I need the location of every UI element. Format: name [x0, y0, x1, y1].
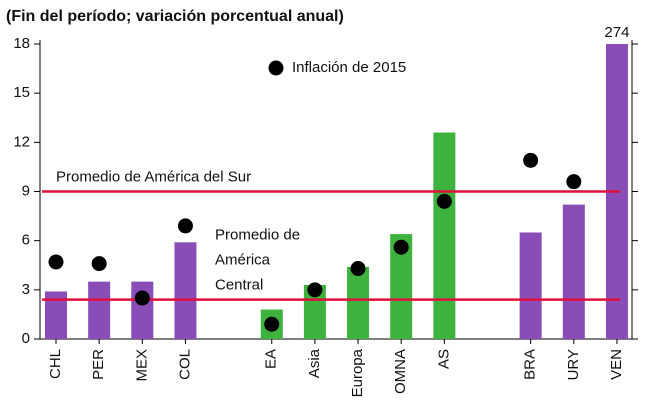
dot [566, 174, 582, 190]
dot [48, 254, 64, 270]
x-tick-label: OMNA [392, 349, 409, 394]
x-tick-label: PER [90, 349, 107, 380]
bar [174, 242, 197, 339]
dot [134, 290, 150, 306]
x-tick-label: Europa [349, 348, 366, 397]
x-tick-label: Asia [306, 348, 323, 378]
bar [519, 232, 542, 339]
dot [393, 239, 409, 255]
x-tick-label: MEX [133, 349, 150, 382]
y-tick-label: 9 [22, 182, 30, 199]
x-tick-label: EA [263, 349, 280, 369]
legend-label: Inflación de 2015 [292, 59, 406, 76]
reference-label: Promedio de [215, 227, 300, 244]
bar [605, 44, 628, 339]
y-tick-label: 18 [13, 35, 30, 52]
y-tick-label: 6 [22, 232, 30, 249]
y-tick-label: 0 [22, 330, 30, 347]
bar [390, 234, 413, 339]
x-tick-label: URY [565, 349, 582, 380]
y-tick-label: 3 [22, 281, 30, 298]
reference-label: Promedio de América del Sur [56, 168, 251, 185]
reference-label: América [215, 252, 271, 269]
bar [347, 266, 370, 339]
bar [433, 132, 456, 339]
x-tick-label: COL [176, 349, 193, 380]
dot [350, 261, 366, 277]
y-tick-label: 12 [13, 133, 30, 150]
x-tick-label: BRA [522, 349, 539, 380]
dot [436, 193, 452, 209]
dot [91, 256, 107, 272]
bar [562, 204, 585, 339]
x-tick-label: CHL [47, 349, 64, 379]
data-label: 274 [604, 24, 629, 41]
x-tick-label: VEN [608, 349, 625, 380]
dot [264, 316, 280, 332]
y-tick-label: 15 [13, 84, 30, 101]
reference-label: Central [215, 277, 263, 294]
bar [45, 291, 67, 339]
dot [307, 282, 323, 298]
chart-subtitle: (Fin del período; variación porcentual a… [6, 8, 344, 25]
legend-marker [268, 60, 284, 76]
bars [45, 44, 628, 339]
dot [523, 152, 539, 168]
x-tick-label: AS [435, 349, 452, 369]
dot [177, 218, 193, 234]
bar [88, 281, 111, 339]
bar [131, 281, 154, 339]
